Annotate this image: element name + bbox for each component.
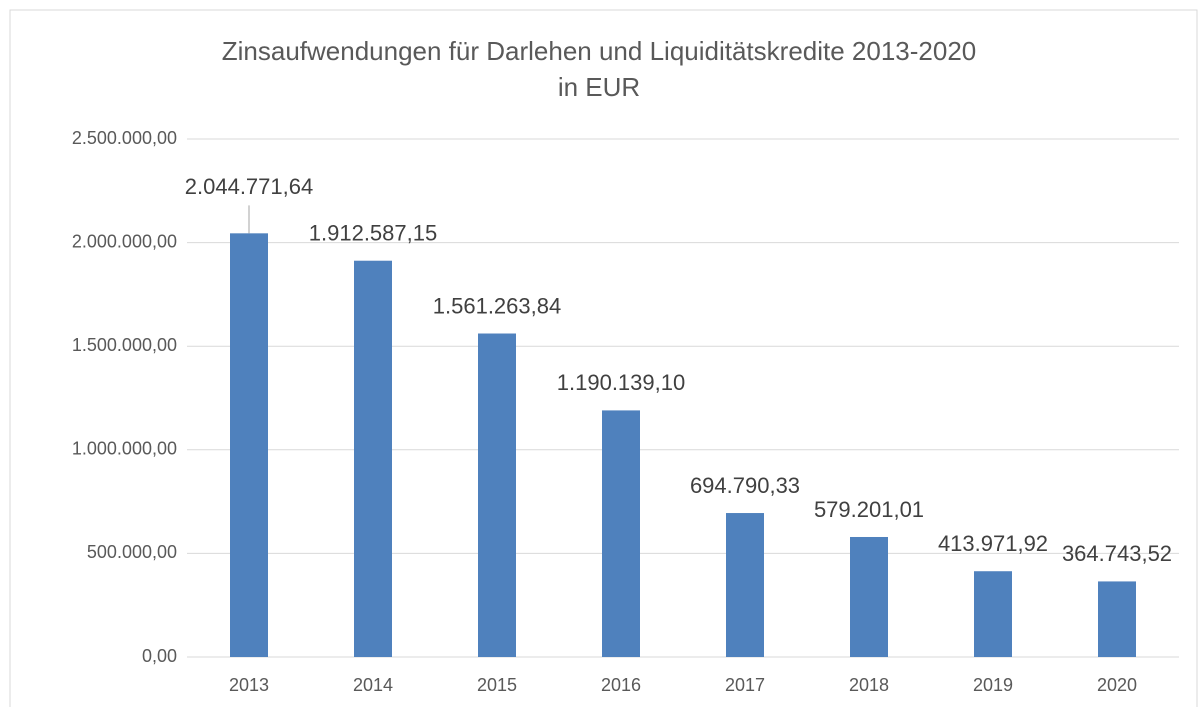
x-tick-label: 2013	[229, 675, 269, 695]
x-tick-label: 2020	[1097, 675, 1137, 695]
y-tick-label: 500.000,00	[87, 542, 177, 562]
y-tick-label: 0,00	[142, 646, 177, 666]
value-label: 413.971,92	[938, 531, 1048, 556]
value-label: 1.190.139,10	[557, 370, 685, 395]
x-tick-label: 2017	[725, 675, 765, 695]
bar	[602, 410, 640, 657]
bar	[850, 536, 888, 657]
x-tick-label: 2015	[477, 675, 517, 695]
value-label: 1.912.587,15	[309, 221, 437, 246]
bar	[478, 333, 516, 657]
y-tick-label: 1.000.000,00	[72, 439, 177, 459]
value-label: 364.743,52	[1062, 541, 1172, 566]
y-tick-label: 1.500.000,00	[72, 335, 177, 355]
bar	[230, 233, 268, 658]
chart-subtitle: in EUR	[558, 72, 640, 102]
x-tick-label: 2018	[849, 675, 889, 695]
value-label: 579.201,01	[814, 497, 924, 522]
y-tick-label: 2.000.000,00	[72, 231, 177, 251]
value-label: 694.790,33	[690, 473, 800, 498]
x-tick-label: 2019	[973, 675, 1013, 695]
value-label: 2.044.771,64	[185, 174, 313, 199]
bar	[726, 513, 764, 657]
chart-title: Zinsaufwendungen für Darlehen und Liquid…	[222, 36, 977, 66]
value-label: 1.561.263,84	[433, 293, 561, 318]
x-tick-label: 2014	[353, 675, 393, 695]
x-tick-label: 2016	[601, 675, 641, 695]
bar	[354, 260, 392, 657]
bar	[974, 571, 1012, 657]
y-tick-label: 2.500.000,00	[72, 128, 177, 148]
bar	[1098, 581, 1136, 657]
